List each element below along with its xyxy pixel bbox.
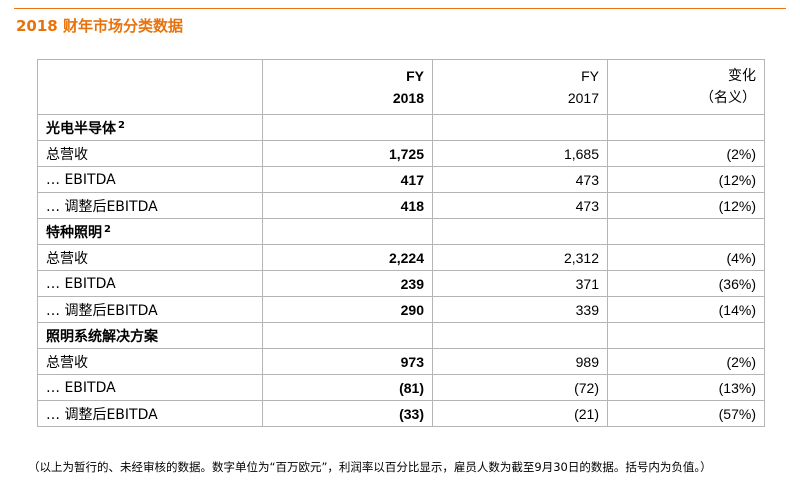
header-change: 变化 （名义） xyxy=(607,59,765,115)
value-change: (12%) xyxy=(607,166,765,193)
table-row: … EBITDA (81) (72) (13%) xyxy=(37,374,765,401)
section-name-cell: 光电半导体 2 xyxy=(37,114,263,141)
header-change-line1: 变化 xyxy=(728,68,756,84)
section-name: 特种照明 xyxy=(46,224,102,241)
row-label: 总营收 xyxy=(37,348,263,375)
value-fy2017: 371 xyxy=(432,270,608,297)
value-fy2018: (33) xyxy=(262,400,433,427)
empty-cell xyxy=(607,114,765,141)
table-row: … EBITDA 417 473 (12%) xyxy=(37,166,765,193)
header-change-line2: （名义） xyxy=(700,90,756,106)
table-row: 总营收 973 989 (2%) xyxy=(37,348,765,375)
value-fy2018: 418 xyxy=(262,192,433,219)
empty-cell xyxy=(607,218,765,245)
value-fy2018: 417 xyxy=(262,166,433,193)
value-change: (57%) xyxy=(607,400,765,427)
row-label: … 调整后EBITDA xyxy=(37,296,263,323)
section-name-cell: 照明系统解决方案 xyxy=(37,322,263,349)
value-fy2017: (72) xyxy=(432,374,608,401)
table-row: … 调整后EBITDA 290 339 (14%) xyxy=(37,296,765,323)
page-title: 2018 财年市场分类数据 xyxy=(16,17,183,35)
header-fy2018-line2: 2018 xyxy=(392,90,424,106)
value-change: (4%) xyxy=(607,244,765,271)
section-row-lighting-systems: 照明系统解决方案 xyxy=(37,322,765,349)
row-label: … EBITDA xyxy=(37,270,263,297)
empty-cell xyxy=(432,218,608,245)
header-fy2017-line1: FY xyxy=(581,68,599,84)
header-fy2017: FY 2017 xyxy=(432,59,608,115)
value-fy2017: 2,312 xyxy=(432,244,608,271)
header-row: FY 2018 FY 2017 变化 （名义） xyxy=(37,59,765,115)
value-fy2017: (21) xyxy=(432,400,608,427)
row-label: … EBITDA xyxy=(37,166,263,193)
header-fy2017-line2: 2017 xyxy=(567,90,599,106)
value-fy2017: 989 xyxy=(432,348,608,375)
value-change: (36%) xyxy=(607,270,765,297)
value-fy2018: 239 xyxy=(262,270,433,297)
header-label-cell xyxy=(37,59,263,115)
value-fy2018: (81) xyxy=(262,374,433,401)
top-rule xyxy=(14,8,786,9)
table-row: 总营收 2,224 2,312 (4%) xyxy=(37,244,765,271)
section-superscript: 2 xyxy=(104,223,111,235)
empty-cell xyxy=(262,322,433,349)
empty-cell xyxy=(432,322,608,349)
value-fy2017: 1,685 xyxy=(432,140,608,167)
value-fy2018: 290 xyxy=(262,296,433,323)
row-label: … EBITDA xyxy=(37,374,263,401)
footnote: （以上为暂行的、未经审核的数据。数字单位为“百万欧元”，利润率以百分比显示，雇员… xyxy=(28,460,712,474)
table-row: 总营收 1,725 1,685 (2%) xyxy=(37,140,765,167)
value-fy2018: 2,224 xyxy=(262,244,433,271)
value-fy2018: 973 xyxy=(262,348,433,375)
section-name: 照明系统解决方案 xyxy=(46,328,158,345)
header-fy2018-line1: FY xyxy=(406,68,424,84)
table-row: … 调整后EBITDA 418 473 (12%) xyxy=(37,192,765,219)
value-change: (2%) xyxy=(607,140,765,167)
section-superscript: 2 xyxy=(118,119,125,131)
market-segment-table: FY 2018 FY 2017 变化 （名义） 光电半导体 2 总营收 1,725… xyxy=(37,59,765,427)
value-change: (14%) xyxy=(607,296,765,323)
section-row-specialty-lighting: 特种照明 2 xyxy=(37,218,765,245)
empty-cell xyxy=(262,218,433,245)
empty-cell xyxy=(607,322,765,349)
row-label: 总营收 xyxy=(37,244,263,271)
value-change: (2%) xyxy=(607,348,765,375)
value-fy2017: 473 xyxy=(432,192,608,219)
table-row: … EBITDA 239 371 (36%) xyxy=(37,270,765,297)
empty-cell xyxy=(262,114,433,141)
value-fy2017: 473 xyxy=(432,166,608,193)
section-name-cell: 特种照明 2 xyxy=(37,218,263,245)
row-label: … 调整后EBITDA xyxy=(37,400,263,427)
header-fy2018: FY 2018 xyxy=(262,59,433,115)
value-change: (13%) xyxy=(607,374,765,401)
row-label: … 调整后EBITDA xyxy=(37,192,263,219)
row-label: 总营收 xyxy=(37,140,263,167)
empty-cell xyxy=(432,114,608,141)
value-fy2018: 1,725 xyxy=(262,140,433,167)
section-name: 光电半导体 xyxy=(46,120,116,137)
value-change: (12%) xyxy=(607,192,765,219)
section-row-opto-semiconductors: 光电半导体 2 xyxy=(37,114,765,141)
table-row: … 调整后EBITDA (33) (21) (57%) xyxy=(37,400,765,427)
value-fy2017: 339 xyxy=(432,296,608,323)
